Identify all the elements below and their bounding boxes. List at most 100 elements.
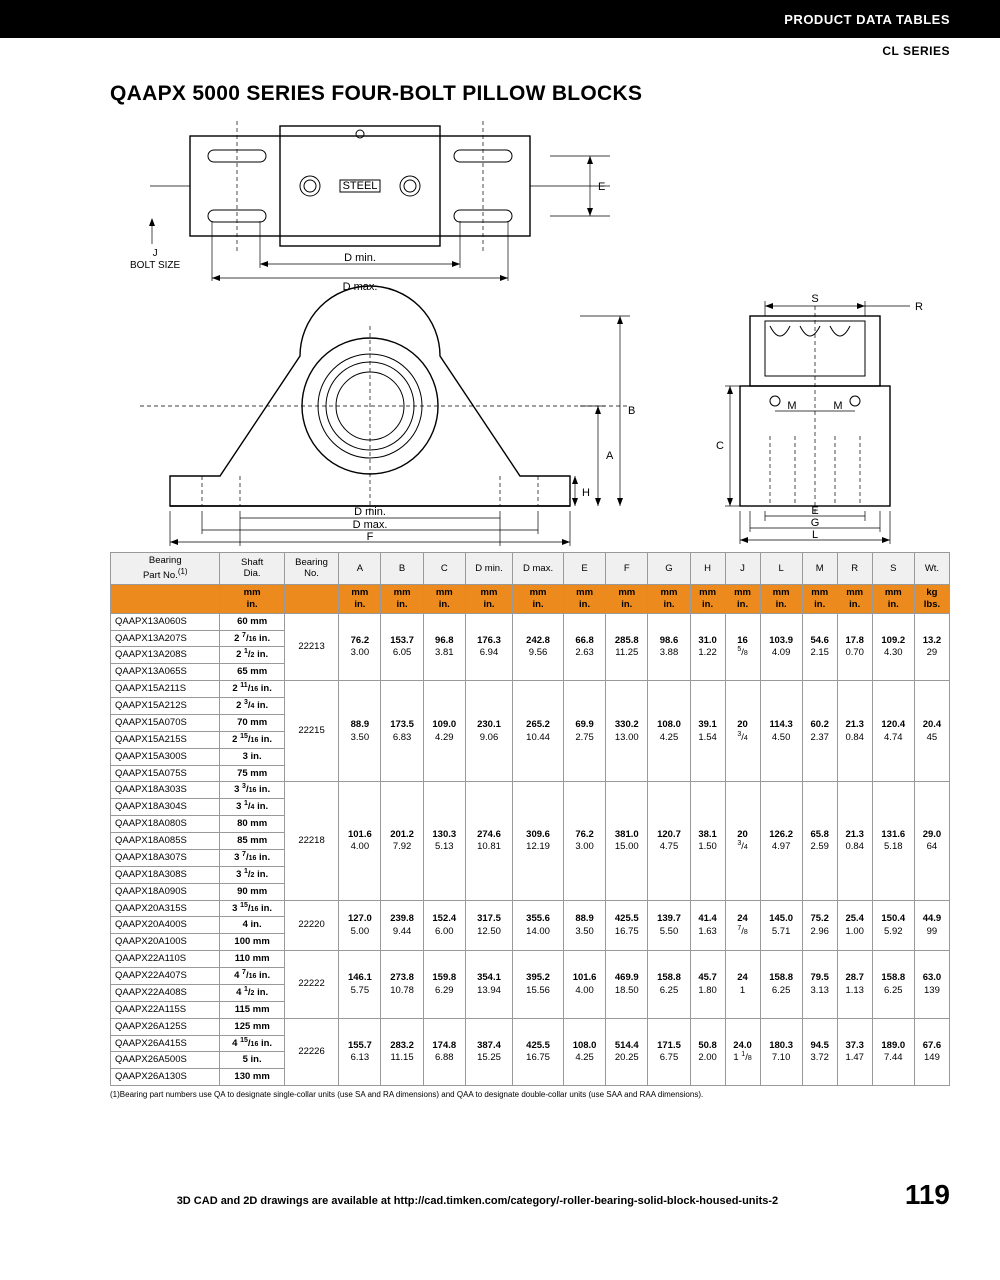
unit-cell: mmin.	[381, 584, 423, 613]
svg-text:H: H	[582, 487, 590, 499]
part-number: QAAPX15A211S	[111, 681, 220, 698]
table-row: QAAPX18A303S3 3/16 in.22218101.64.00201.…	[111, 782, 950, 799]
part-number: QAAPX22A408S	[111, 984, 220, 1001]
value-cell: 395.215.56	[513, 951, 564, 1019]
col-header: B	[381, 553, 423, 585]
value-cell: 158.86.25	[872, 951, 914, 1019]
value-cell: 153.76.05	[381, 613, 423, 681]
bearing-no: 22218	[284, 782, 339, 900]
value-cell: 158.86.25	[648, 951, 690, 1019]
svg-text:F: F	[367, 531, 374, 543]
svg-text:E: E	[598, 181, 605, 193]
value-cell: 171.56.75	[648, 1018, 690, 1086]
part-number: QAAPX18A085S	[111, 833, 220, 850]
shaft-dia: 130 mm	[220, 1069, 284, 1086]
value-cell: 39.11.54	[690, 681, 725, 782]
unit-cell: mmin.	[837, 584, 872, 613]
part-number: QAAPX20A400S	[111, 917, 220, 934]
page-number: 119	[905, 1179, 950, 1211]
value-cell: 108.04.25	[648, 681, 690, 782]
part-number: QAAPX26A130S	[111, 1069, 220, 1086]
unit-cell: mmin.	[513, 584, 564, 613]
value-cell: 31.01.22	[690, 613, 725, 681]
value-cell: 101.64.00	[563, 951, 605, 1019]
technical-drawing: STEEL E D min. D max.	[110, 116, 950, 546]
value-cell: 174.86.88	[423, 1018, 465, 1086]
shaft-dia: 5 in.	[220, 1052, 284, 1069]
shaft-dia: 4 in.	[220, 917, 284, 934]
value-cell: 109.24.30	[872, 613, 914, 681]
value-cell: 285.811.25	[606, 613, 648, 681]
value-cell: 514.420.25	[606, 1018, 648, 1086]
unit-cell: mmin.	[802, 584, 837, 613]
value-cell: 150.45.92	[872, 900, 914, 951]
value-cell: 44.999	[914, 900, 949, 951]
value-cell: 76.23.00	[563, 782, 605, 900]
part-number: QAAPX13A207S	[111, 630, 220, 647]
footer-text: 3D CAD and 2D drawings are available at …	[50, 1195, 905, 1207]
value-cell: 242.89.56	[513, 613, 564, 681]
value-cell: 425.516.75	[513, 1018, 564, 1086]
part-number: QAAPX18A307S	[111, 849, 220, 866]
col-header: F	[606, 553, 648, 585]
value-cell: 50.82.00	[690, 1018, 725, 1086]
value-cell: 88.93.50	[563, 900, 605, 951]
value-cell: 469.918.50	[606, 951, 648, 1019]
svg-text:D min.: D min.	[354, 506, 386, 518]
part-number: QAAPX18A303S	[111, 782, 220, 799]
shaft-dia: 3 15/16 in.	[220, 900, 284, 917]
value-cell: 88.93.50	[339, 681, 381, 782]
svg-text:B: B	[628, 405, 635, 417]
header-bar: PRODUCT DATA TABLES	[0, 0, 1000, 38]
col-header: G	[648, 553, 690, 585]
value-cell: 180.37.10	[760, 1018, 802, 1086]
page-footer: 3D CAD and 2D drawings are available at …	[0, 1179, 1000, 1235]
value-cell: 24.01 1/8	[725, 1018, 760, 1086]
value-cell: 152.46.00	[423, 900, 465, 951]
page-title: QAAPX 5000 SERIES FOUR-BOLT PILLOW BLOCK…	[110, 82, 950, 106]
part-number: QAAPX13A060S	[111, 613, 220, 630]
value-cell: 37.31.47	[837, 1018, 872, 1086]
value-cell: 101.64.00	[339, 782, 381, 900]
unit-cell: mmin.	[606, 584, 648, 613]
value-cell: 103.94.09	[760, 613, 802, 681]
header-series: CL SERIES	[0, 38, 1000, 58]
value-cell: 159.86.29	[423, 951, 465, 1019]
value-cell: 139.75.50	[648, 900, 690, 951]
value-cell: 63.0139	[914, 951, 949, 1019]
shaft-dia: 4 1/2 in.	[220, 984, 284, 1001]
value-cell: 41.41.63	[690, 900, 725, 951]
shaft-dia: 60 mm	[220, 613, 284, 630]
value-cell: 201.27.92	[381, 782, 423, 900]
shaft-dia: 2 7/16 in.	[220, 630, 284, 647]
shaft-dia: 100 mm	[220, 934, 284, 951]
svg-text:G: G	[811, 517, 820, 529]
unit-cell: kglbs.	[914, 584, 949, 613]
part-number: QAAPX15A215S	[111, 731, 220, 748]
value-cell: 146.15.75	[339, 951, 381, 1019]
unit-cell: mmin.	[648, 584, 690, 613]
part-number: QAAPX13A065S	[111, 664, 220, 681]
value-cell: 25.41.00	[837, 900, 872, 951]
value-cell: 330.213.00	[606, 681, 648, 782]
part-number: QAAPX20A100S	[111, 934, 220, 951]
svg-text:M: M	[833, 400, 842, 412]
unit-cell: mmin.	[339, 584, 381, 613]
value-cell: 45.71.80	[690, 951, 725, 1019]
shaft-dia: 65 mm	[220, 664, 284, 681]
col-header: D min.	[465, 553, 512, 585]
col-header: L	[760, 553, 802, 585]
bearing-no: 22215	[284, 681, 339, 782]
col-header: E	[563, 553, 605, 585]
part-number: QAAPX13A208S	[111, 647, 220, 664]
part-number: QAAPX26A415S	[111, 1035, 220, 1052]
dim-j: J	[130, 248, 180, 260]
shaft-dia: 115 mm	[220, 1001, 284, 1018]
value-cell: 273.810.78	[381, 951, 423, 1019]
bearing-no: 22222	[284, 951, 339, 1019]
value-cell: 247/8	[725, 900, 760, 951]
svg-text:D max.: D max.	[353, 519, 388, 531]
value-cell: 21.30.84	[837, 681, 872, 782]
part-number: QAAPX26A500S	[111, 1052, 220, 1069]
value-cell: 203/4	[725, 782, 760, 900]
